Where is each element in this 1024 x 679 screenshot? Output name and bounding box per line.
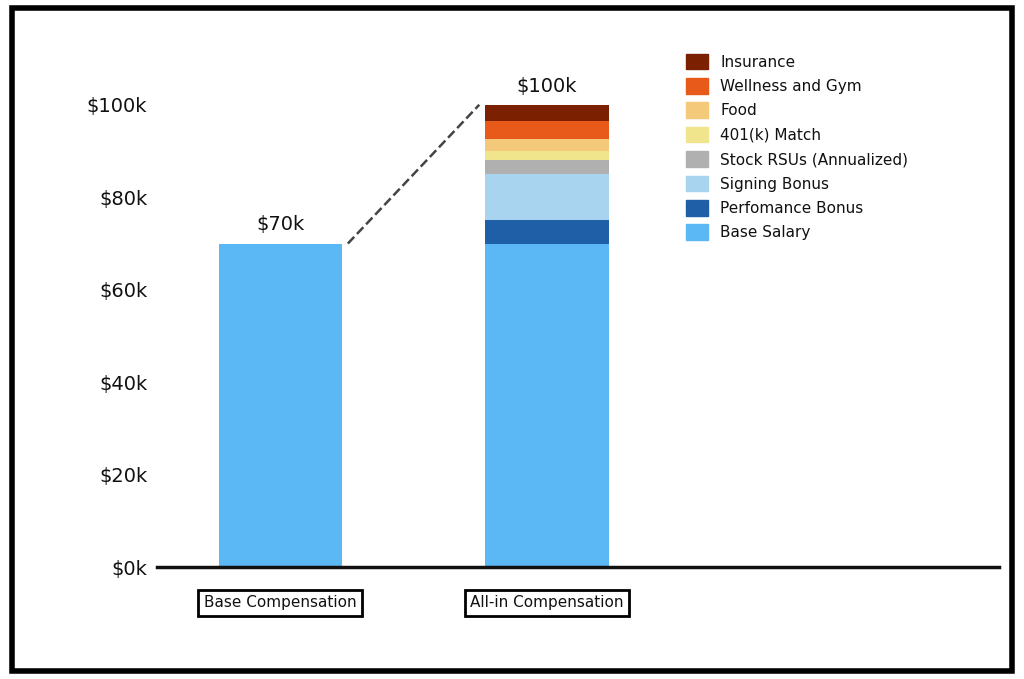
Bar	[485, 151, 608, 160]
Bar	[218, 244, 342, 568]
Bar	[485, 160, 608, 174]
Legend: Insurance, Wellness and Gym, Food, 401(k) Match, Stock RSUs (Annualized), Signin: Insurance, Wellness and Gym, Food, 401(k…	[686, 54, 908, 240]
Bar	[485, 174, 608, 221]
Bar	[485, 221, 608, 244]
Bar	[485, 244, 608, 568]
Text: All-in Compensation: All-in Compensation	[470, 595, 624, 610]
Bar	[485, 121, 608, 139]
Bar	[485, 105, 608, 121]
Bar	[485, 139, 608, 151]
Text: $100k: $100k	[517, 77, 578, 96]
Text: Base Compensation: Base Compensation	[204, 595, 356, 610]
Text: $70k: $70k	[256, 215, 304, 234]
